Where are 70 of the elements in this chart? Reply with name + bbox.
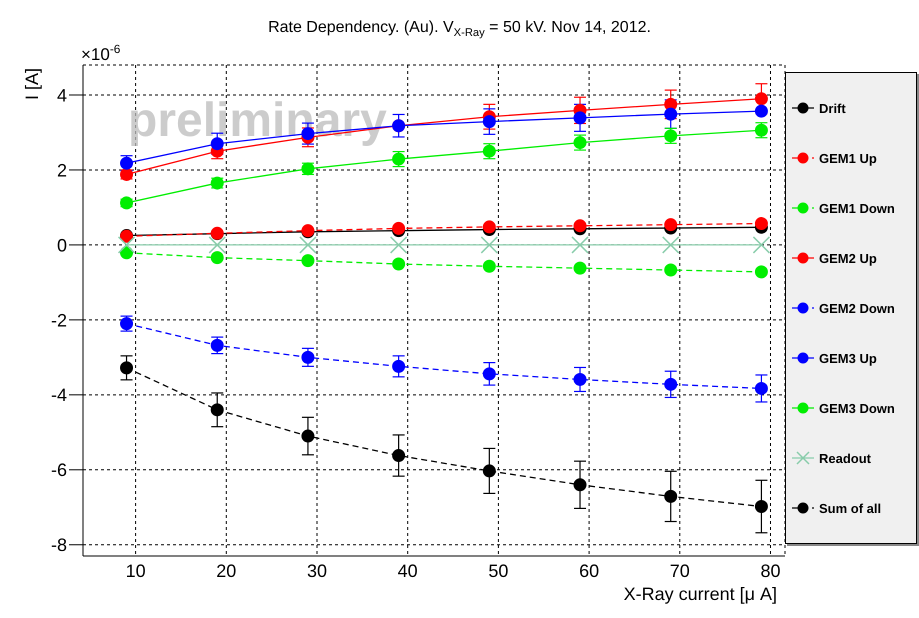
point: [664, 490, 678, 503]
point: [482, 367, 496, 380]
x-tick-label: 30: [306, 560, 328, 581]
chart-title: Rate Dependency. (Au). V$_{X-Ray}$ = 50 kV. Nov 14, 2012.: [268, 19, 651, 39]
point: [662, 236, 680, 254]
point: [574, 262, 587, 275]
point: [392, 222, 406, 235]
point: [754, 104, 768, 118]
y-tick-label: 4: [56, 85, 67, 106]
legend-label: GEM2 Down: [819, 300, 895, 316]
point: [120, 196, 134, 210]
point: [664, 218, 678, 232]
y-tick-label: -4: [50, 385, 67, 406]
point: [574, 478, 587, 492]
point: [208, 236, 226, 254]
point: [392, 360, 406, 373]
point: [664, 378, 678, 391]
legend-label: GEM1 Down: [819, 200, 895, 216]
point: [754, 500, 768, 514]
point: [210, 251, 224, 264]
point: [574, 219, 587, 232]
annotation: preliminary: [128, 94, 388, 147]
point: [574, 372, 587, 386]
point: [390, 236, 408, 254]
x-axis-title: X-Ray current [μ A]: [624, 584, 777, 604]
x-tick-label: 50: [488, 560, 508, 581]
point: [482, 464, 496, 478]
point: [482, 260, 496, 273]
point: [392, 258, 406, 271]
point: [664, 264, 678, 277]
point: [392, 449, 406, 462]
x-tick-label: 40: [398, 560, 418, 581]
legend-label: GEM2 Up: [819, 250, 877, 266]
point: [301, 254, 314, 268]
x-tick-label: 80: [760, 560, 781, 581]
legend-label: GEM1 Up: [819, 150, 877, 166]
point: [118, 236, 136, 254]
point: [482, 220, 496, 234]
point: [480, 236, 498, 254]
point: [210, 403, 224, 416]
point: [120, 361, 134, 374]
x-tick-label: 20: [216, 560, 236, 581]
point: [752, 236, 770, 254]
x-tick-label: 70: [670, 560, 690, 581]
point: [754, 217, 768, 230]
y-tick-label: 0: [56, 235, 67, 256]
text: ×10$^{-6}$: [81, 42, 121, 64]
point: [664, 108, 678, 121]
y-tick-label: -6: [50, 460, 67, 480]
point: [574, 111, 587, 124]
point: [210, 338, 224, 352]
y-tick-label: 2: [56, 160, 67, 180]
y-tick-label: -2: [50, 310, 67, 330]
legend-label: Readout: [819, 450, 871, 466]
point: [301, 350, 314, 364]
point: [299, 236, 317, 254]
legend-label: GEM3 Down: [819, 400, 895, 416]
point: [754, 92, 768, 106]
legend-label: GEM3 Up: [819, 350, 877, 366]
legend-label: Drift: [819, 100, 846, 116]
point: [301, 430, 314, 443]
y-tick-label: -8: [50, 535, 67, 556]
point: [571, 236, 589, 254]
legend-label: Sum of all: [819, 500, 882, 516]
point: [754, 265, 768, 278]
x-tick-label: 60: [579, 560, 600, 581]
point: [754, 382, 768, 395]
y-axis-title: I [A]: [22, 68, 42, 100]
x-tick-label: 10: [126, 560, 146, 581]
point: [482, 115, 496, 128]
